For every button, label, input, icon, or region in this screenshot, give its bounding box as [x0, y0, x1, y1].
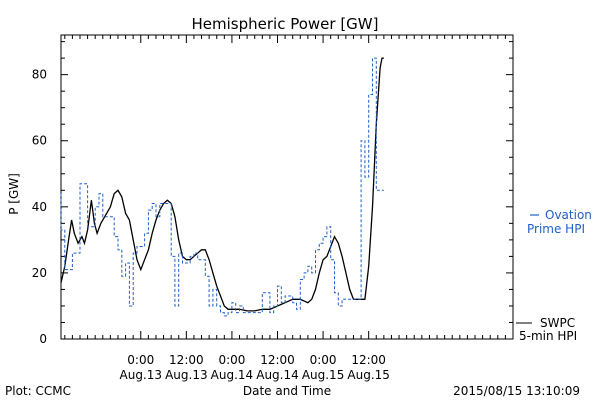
x-tick-date-label: Aug.14 — [256, 368, 299, 382]
x-tick-time-label: 12:00 — [260, 353, 295, 367]
footer-credit: Plot: CCMC — [5, 384, 71, 398]
series-lines — [60, 57, 384, 317]
x-tick-date-label: Aug.15 — [347, 368, 390, 382]
series-line-swpc — [60, 57, 384, 312]
y-tick-label: 40 — [32, 200, 47, 214]
x-tick-time-label: 0:00 — [127, 353, 154, 367]
footer-timestamp: 2015/08/15 13:10:09 — [453, 384, 580, 398]
legend-label-ovation: Ovation — [545, 208, 592, 222]
x-axis-label: Date and Time — [243, 384, 331, 398]
plot-frame — [60, 34, 514, 340]
y-tick-label: 0 — [39, 332, 47, 346]
y-axis-label: P [GW] — [7, 173, 21, 215]
x-tick-time-label: 12:00 — [351, 353, 386, 367]
legend-label-swpc-line2: 5-min HPI — [519, 329, 577, 343]
x-tick-date-label: Aug.13 — [120, 368, 163, 382]
legend-label-ovation-line2: Prime HPI — [527, 222, 585, 236]
x-tick-time-label: 0:00 — [218, 353, 245, 367]
x-tick-date-label: Aug.13 — [165, 368, 208, 382]
x-tick-time-label: 0:00 — [310, 353, 337, 367]
x-tick-date-label: Aug.14 — [211, 368, 254, 382]
y-tick-label: 20 — [32, 266, 47, 280]
x-tick-time-label: 12:00 — [169, 353, 204, 367]
legend-label-swpc: SWPC — [540, 316, 575, 330]
y-tick-label: 80 — [32, 68, 47, 82]
axis-ticks: 0204060800:00Aug.1312:00Aug.130:00Aug.14… — [32, 35, 514, 382]
x-tick-date-label: Aug.15 — [302, 368, 345, 382]
series-line-ovation — [60, 57, 384, 317]
y-tick-label: 60 — [32, 134, 47, 148]
chart-title: Hemispheric Power [GW] — [192, 15, 379, 33]
